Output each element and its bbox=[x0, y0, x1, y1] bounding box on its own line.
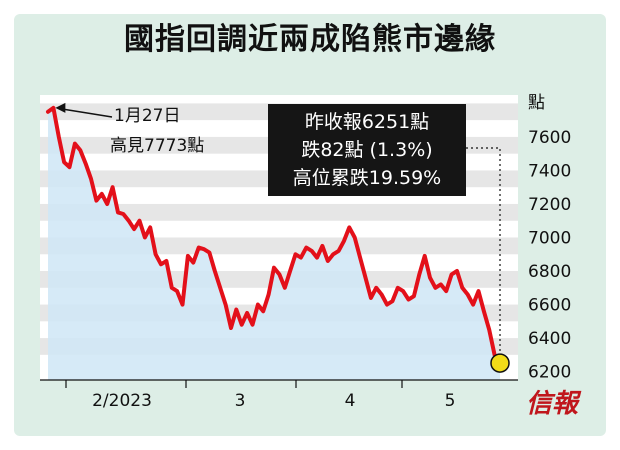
y-tick-label: 7400 bbox=[528, 161, 571, 181]
area-fill bbox=[48, 107, 500, 381]
x-tick-label: 2/2023 bbox=[92, 391, 152, 411]
y-tick-label: 6600 bbox=[528, 296, 571, 316]
x-tick-label: 5 bbox=[445, 391, 456, 411]
y-tick-label: 7000 bbox=[528, 229, 571, 249]
summary-box-line: 高位累跌19.59% bbox=[293, 167, 441, 189]
high-value-label: 高見7773點 bbox=[110, 136, 204, 156]
y-tick-label: 7600 bbox=[528, 128, 571, 148]
high-arrow-line bbox=[61, 108, 113, 118]
grid-band bbox=[40, 237, 518, 255]
summary-box-bg bbox=[268, 104, 466, 196]
chart-title: 國指回調近兩成陷熊市邊緣 bbox=[124, 22, 496, 57]
leader-line bbox=[466, 147, 501, 364]
last-value-marker bbox=[490, 353, 510, 373]
summary-box-line: 昨收報6251點 bbox=[305, 111, 429, 133]
high-date-label: 1月27日 bbox=[114, 106, 180, 126]
logo: 信報 bbox=[526, 389, 582, 419]
y-axis-label: 點 bbox=[528, 93, 545, 113]
summary-box-line: 跌82點 (1.3%) bbox=[301, 139, 432, 161]
y-tick-labels: 6200 6400 6600 6800 7000 7200 7400 7600 bbox=[528, 128, 571, 383]
grid-band bbox=[40, 203, 518, 221]
series-line bbox=[46, 105, 502, 366]
x-tick-label: 4 bbox=[345, 391, 356, 411]
x-tick-labels: 2/2023 3 4 5 bbox=[65, 380, 456, 411]
y-tick-label: 6800 bbox=[528, 262, 571, 282]
y-tick-label: 7200 bbox=[528, 195, 571, 215]
x-tick-label: 3 bbox=[235, 391, 246, 411]
y-tick-label: 6200 bbox=[528, 363, 571, 383]
high-arrow-head bbox=[55, 102, 66, 113]
y-tick-label: 6400 bbox=[528, 329, 571, 349]
